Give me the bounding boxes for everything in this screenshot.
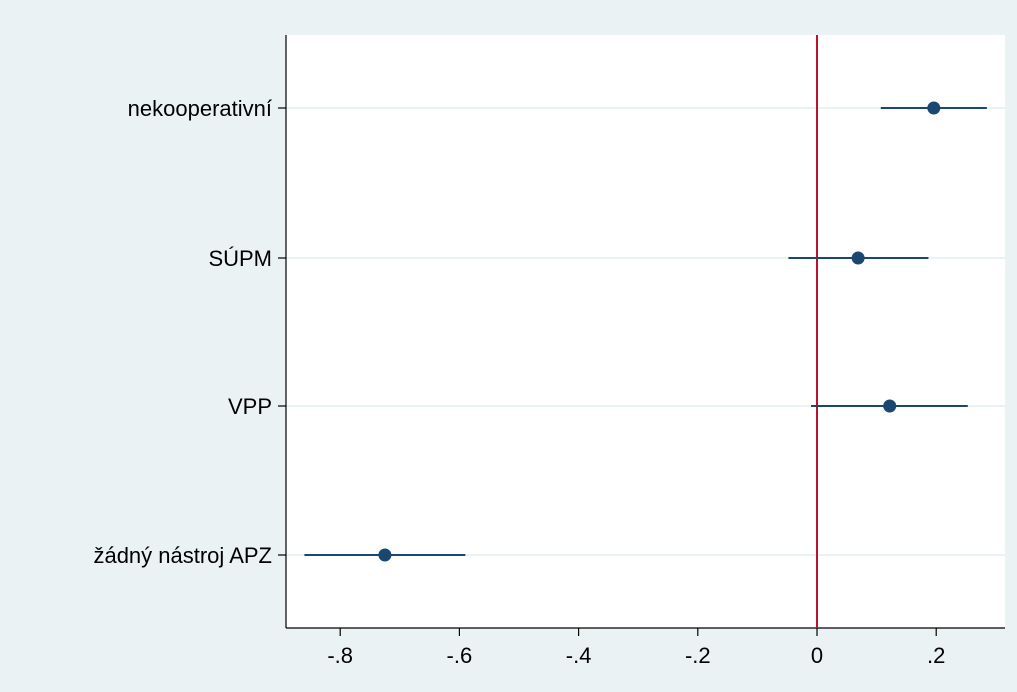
- x-tick-label: -.6: [447, 643, 473, 668]
- y-tick-label: nekooperativní: [128, 96, 272, 121]
- x-tick-label: -.4: [566, 643, 592, 668]
- x-tick-label: .2: [927, 643, 945, 668]
- plot-background: [286, 35, 1005, 628]
- point-estimate: [378, 548, 392, 562]
- y-tick-label: SÚPM: [208, 246, 272, 271]
- axes: [278, 35, 1005, 636]
- point-estimate: [927, 101, 941, 115]
- series-group: [304, 101, 987, 562]
- y-tick-label: VPP: [228, 394, 272, 419]
- point-estimate: [883, 399, 897, 413]
- x-tick-label: -.8: [327, 643, 353, 668]
- tick-labels: nekooperativní SÚPM VPP žádný nástroj APZ -.…: [93, 96, 945, 668]
- point-estimate: [851, 251, 865, 265]
- x-tick-label: -.2: [685, 643, 711, 668]
- y-tick-label: žádný nástroj APZ: [93, 543, 272, 568]
- x-tick-label: 0: [811, 643, 823, 668]
